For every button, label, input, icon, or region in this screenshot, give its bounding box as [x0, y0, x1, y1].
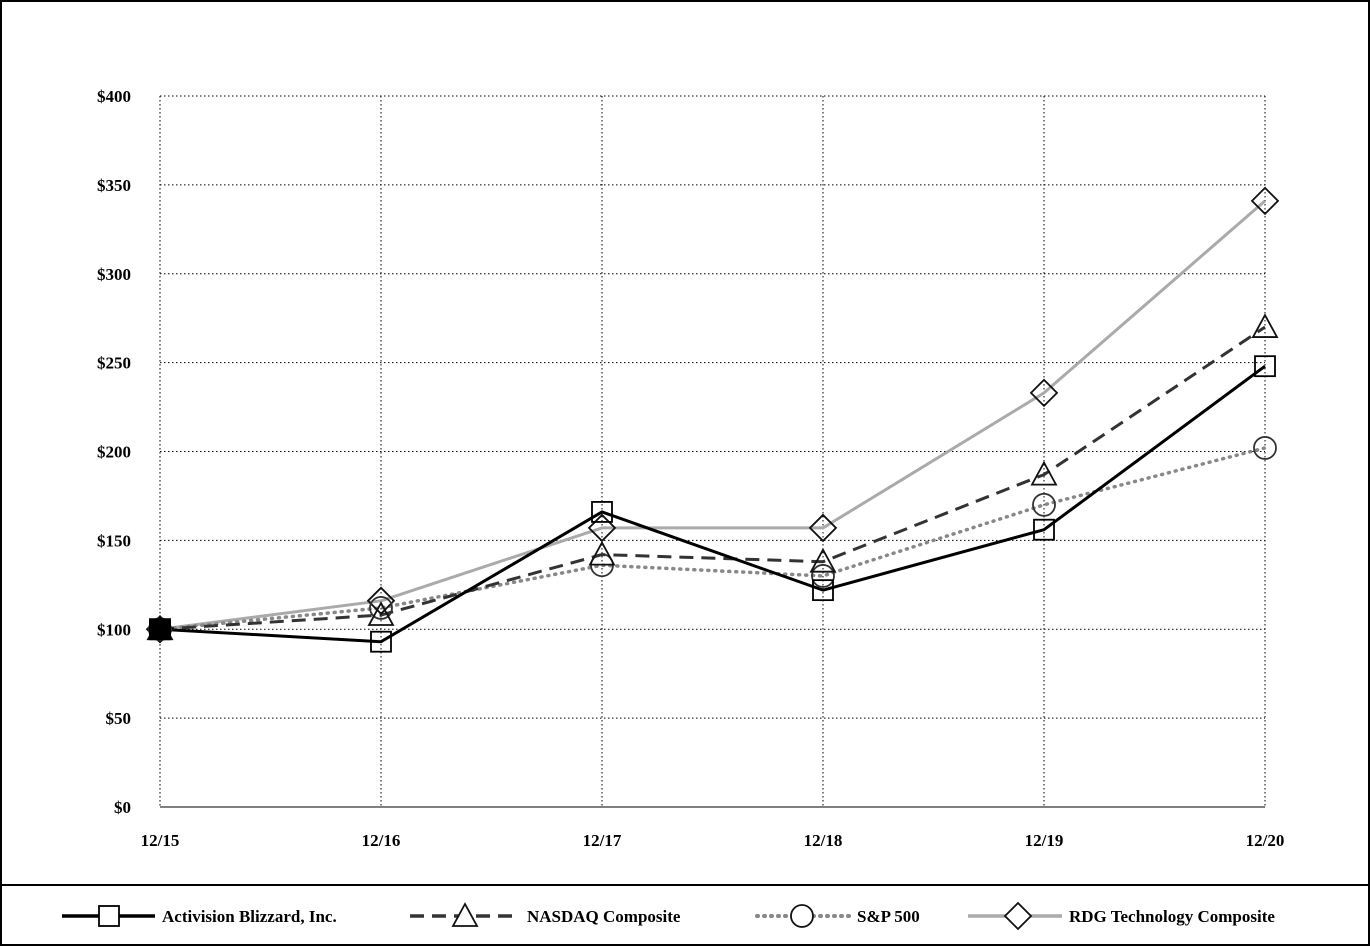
y-tick-label: $400	[97, 87, 131, 106]
legend-label: Activision Blizzard, Inc.	[162, 907, 337, 926]
x-tick-label: 12/17	[583, 831, 622, 850]
data-point-marker	[1033, 518, 1055, 541]
data-point-marker	[1032, 492, 1056, 517]
series-lines	[158, 199, 1267, 644]
data-point-marker	[588, 540, 616, 566]
series-line	[159, 199, 1266, 631]
legend: Activision Blizzard, Inc. NASDAQ Composit…	[0, 884, 1370, 931]
y-tick-label: $100	[97, 620, 131, 639]
data-point-marker	[591, 501, 613, 523]
y-tick-label: $250	[97, 354, 131, 373]
data-point-marker	[809, 547, 837, 573]
legend-marker	[98, 905, 120, 927]
y-tick-label: $150	[97, 531, 131, 550]
data-point-marker	[1250, 186, 1280, 216]
legend-marker	[1003, 901, 1033, 931]
data-point-marker	[367, 601, 395, 626]
legend-label: RDG Technology Composite	[1069, 907, 1275, 926]
x-tick-label: 12/18	[804, 831, 843, 850]
x-tick-label: 12/19	[1025, 831, 1064, 850]
data-point-marker	[1253, 436, 1277, 460]
series-line	[159, 364, 1266, 644]
grid	[159, 95, 1266, 807]
series-markers	[145, 186, 1280, 653]
data-point-marker	[1254, 355, 1276, 378]
data-point-marker	[366, 586, 396, 616]
data-point-marker	[1251, 313, 1279, 338]
y-tick-label: $300	[97, 265, 131, 284]
data-point-marker	[812, 579, 834, 602]
data-point-marker	[370, 630, 392, 653]
legend-marker	[451, 902, 479, 927]
y-tick-label: $50	[106, 709, 132, 728]
series-line	[158, 446, 1267, 631]
data-point-marker	[811, 564, 835, 588]
legend-marker	[790, 904, 814, 928]
x-tick-label: 12/20	[1246, 831, 1285, 850]
x-tick-label: 12/16	[362, 831, 401, 850]
series-line	[159, 325, 1266, 631]
start-point-marker	[149, 618, 171, 641]
x-tick-label: 12/15	[141, 831, 180, 850]
data-point-marker	[369, 596, 393, 620]
data-point-marker	[1030, 460, 1058, 486]
y-tick-label: $0	[114, 798, 131, 817]
legend-label: S&P 500	[857, 907, 920, 926]
y-tick-label: $200	[97, 443, 131, 462]
y-tick-label: $350	[97, 176, 131, 195]
legend-label: NASDAQ Composite	[527, 907, 681, 926]
axes: $0 $50 $100 $150 $200 $250 $300 $350 $400 12/15 12…	[97, 87, 1284, 850]
data-point-marker	[808, 513, 838, 543]
data-point-marker	[1029, 378, 1059, 408]
